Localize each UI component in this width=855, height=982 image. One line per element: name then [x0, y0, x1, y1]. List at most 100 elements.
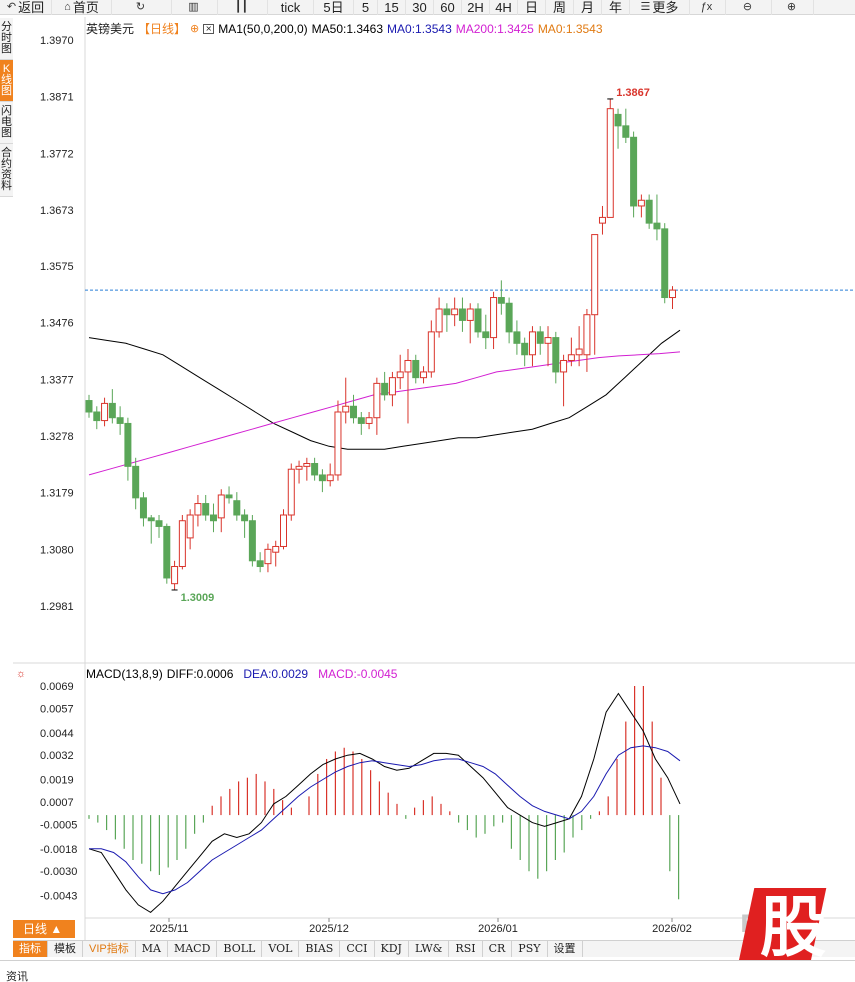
indicator-tab-boll[interactable]: BOLL: [217, 941, 263, 957]
chart-type-icon[interactable]: ⨯: [203, 23, 215, 34]
toolbar-item-label: 2H: [467, 0, 484, 15]
candle-body: [420, 371, 428, 379]
news-tab[interactable]: 资讯: [6, 971, 28, 982]
toolbar-item-4H[interactable]: 4H: [490, 0, 518, 15]
period-select-button[interactable]: 日线 ▲: [13, 920, 75, 938]
settings-icon[interactable]: ⊕: [190, 23, 200, 35]
price-tick-label: 1.3476: [40, 318, 74, 330]
toolbar-item-首页[interactable]: ⌂ 首页: [52, 0, 112, 15]
macd-tick-label: 0.0057: [40, 703, 74, 715]
toolbar-item-月[interactable]: 月: [574, 0, 602, 15]
indicator-tab-vip指标[interactable]: VIP指标: [83, 941, 136, 957]
indicator-tab-bias[interactable]: BIAS: [299, 941, 341, 957]
candle-body: [303, 462, 311, 467]
toolbar-item-30[interactable]: 30: [406, 0, 434, 15]
indicator-tab-cr[interactable]: CR: [483, 941, 513, 957]
left-tab-3[interactable]: 合约资料: [0, 144, 13, 197]
x-tick-label: 2025/12: [309, 923, 349, 935]
toolbar-item-15[interactable]: 15: [378, 0, 406, 15]
macd-tick-label: -0.0005: [40, 819, 77, 831]
indicator-tab-macd[interactable]: MACD: [168, 941, 218, 957]
candle-body: [350, 405, 358, 419]
candle-body: [458, 308, 466, 321]
indicator-tab-kdj[interactable]: KDJ: [375, 941, 409, 957]
candle-body: [147, 517, 155, 522]
toolbar-item-candlestick[interactable]: ┃┃: [218, 0, 268, 15]
toolbar-item-label: 月: [580, 0, 594, 15]
toolbar-item-refresh[interactable]: ↻: [112, 0, 172, 15]
toolbar-item-2H[interactable]: 2H: [462, 0, 490, 15]
ma0-value-b: MA0:1.3543: [537, 21, 603, 36]
candle-body: [241, 514, 249, 522]
candle-body: [318, 474, 326, 482]
toolbar-item-5[interactable]: 5: [354, 0, 378, 15]
toolbar-item-年[interactable]: 年: [602, 0, 630, 15]
macd-tick-label: 0.0019: [40, 775, 74, 787]
candle-body: [427, 331, 435, 373]
toolbar-item-60[interactable]: 60: [434, 0, 462, 15]
toolbar-item-更多[interactable]: ☰ 更多: [630, 0, 690, 15]
candle-body: [139, 497, 147, 519]
toolbar-item-tick[interactable]: tick: [268, 0, 314, 15]
candle-body: [396, 371, 404, 379]
indicator-tab-指标[interactable]: 指标: [13, 941, 48, 957]
toolbar-item-5日[interactable]: 5日: [314, 0, 354, 15]
candle-body: [536, 331, 544, 344]
price-tick-label: 1.3080: [40, 544, 74, 556]
candle-body: [357, 417, 365, 424]
candle-body: [178, 520, 186, 568]
x-tick-label: 2025/11: [150, 923, 189, 935]
period-label[interactable]: 【日线】: [138, 22, 187, 36]
toolbar-item-bar-chart[interactable]: ▥: [172, 0, 218, 15]
left-tab-0[interactable]: 分时图: [0, 18, 13, 60]
toolbar-item-返回[interactable]: ↶ 返回: [0, 0, 52, 15]
indicator-tab-cci[interactable]: CCI: [340, 941, 375, 957]
macd-settings-icon: ☼: [16, 668, 26, 680]
price-tick-label: 1.3772: [40, 148, 74, 160]
toolbar-item-zoom-in[interactable]: ⊕: [772, 0, 814, 15]
price-chart-header: 英镑美元 【日线】 ⊕ ⨯ MA1(50,0,200,0) MA50:1.346…: [86, 20, 607, 37]
indicator-tab-lw&[interactable]: LW&: [409, 941, 450, 957]
indicator-tab-rsi[interactable]: RSI: [449, 941, 483, 957]
candle-body: [630, 136, 638, 207]
candle-body: [381, 382, 389, 396]
candle-body: [614, 113, 622, 127]
toolbar-item-周[interactable]: 周: [546, 0, 574, 15]
candle-body: [583, 314, 591, 356]
candle-body: [443, 308, 451, 316]
toolbar-item-label: 周: [552, 0, 566, 15]
candle-body: [591, 234, 599, 316]
left-tab-2[interactable]: 闪电图: [0, 102, 13, 144]
macd-param-label: MACD(13,8,9): [86, 667, 163, 681]
indicator-tab-设置[interactable]: 设置: [548, 941, 583, 957]
price-tick-label: 1.3673: [40, 205, 74, 217]
high-price-label: 1.3867: [616, 87, 650, 99]
indicator-tab-模板[interactable]: 模板: [48, 941, 83, 957]
macd-tick-label: -0.0043: [40, 891, 77, 903]
toolbar-item-fx[interactable]: ƒx: [690, 0, 726, 15]
candle-body: [513, 331, 521, 344]
candle-body: [474, 308, 482, 333]
macd-header: MACD(13,8,9) DIFF:0.0006 DEA:0.0029 MACD…: [86, 667, 401, 681]
toolbar-item-日[interactable]: 日: [518, 0, 546, 15]
candle-body: [186, 514, 194, 539]
price-tick-label: 1.3179: [40, 488, 74, 500]
bar-chart-icon: ▥: [188, 0, 199, 13]
toolbar-item-zoom-out[interactable]: ⊖: [726, 0, 772, 15]
top-toolbar: ↶ 返回 ⌂ 首页 ↻ ▥ ┃┃ tick 5日 5 15 30 60 2H 4H 日周月年 ☰ 更多 ƒx ⊖ ⊕: [0, 0, 855, 15]
indicator-tab-psy[interactable]: PSY: [512, 941, 548, 957]
svg-text:股: 股: [760, 889, 826, 962]
indicator-tab-ma[interactable]: MA: [136, 941, 168, 957]
indicator-tab-vol[interactable]: VOL: [262, 941, 300, 957]
dea-line: [89, 745, 681, 895]
candlestick-icon: ┃┃: [234, 0, 249, 13]
candle-body: [280, 514, 287, 547]
candle-body: [552, 337, 560, 373]
candle-body: [637, 199, 645, 207]
macd-tick-label: 0.0007: [40, 797, 74, 809]
candle-body: [435, 308, 443, 333]
candle-body: [295, 465, 303, 470]
